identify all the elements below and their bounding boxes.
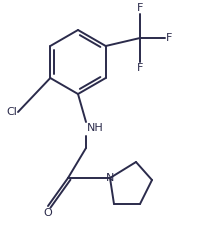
Text: F: F [137,63,143,73]
Text: F: F [137,3,143,13]
Text: Cl: Cl [6,107,17,117]
Text: N: N [106,173,114,183]
Text: NH: NH [87,123,104,133]
Text: O: O [44,208,52,218]
Text: F: F [166,33,172,43]
